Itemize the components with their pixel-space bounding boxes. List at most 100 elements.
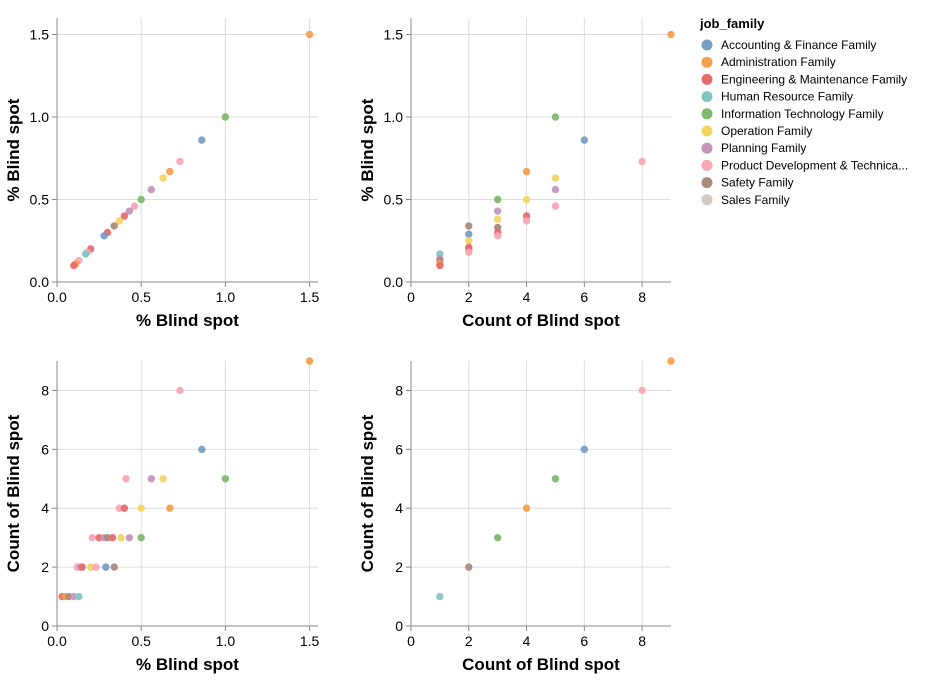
legend-swatch <box>701 56 713 68</box>
data-point <box>92 563 100 571</box>
data-point <box>522 504 531 512</box>
y-tick-label: 8 <box>41 382 49 398</box>
legend-swatch <box>701 91 713 103</box>
data-point <box>465 230 473 238</box>
y-tick-label: 0.0 <box>384 274 404 290</box>
data-point <box>305 357 314 365</box>
data-point <box>176 157 184 166</box>
legend-label: Information Technology Family <box>721 107 884 121</box>
x-tick-label: 1.5 <box>300 289 320 305</box>
y-tick-label: 0.5 <box>384 192 404 208</box>
legend-swatch <box>701 125 713 137</box>
x-axis-title: Count of Blind spot <box>462 311 620 330</box>
legend: job_family Accounting & Finance Family Adm… <box>699 16 908 207</box>
x-axis-title: Count of Blind spot <box>462 655 620 674</box>
data-point <box>81 250 90 258</box>
x-tick-label: 8 <box>638 633 646 649</box>
data-point <box>580 445 589 454</box>
chart-panel-2: 0.0 0.5 1.0 1.5 0 2 4 6 8 Count of Blind spot % Bl… <box>358 18 675 330</box>
x-tick-label: 0.5 <box>131 289 151 305</box>
x-tick-label: 1.5 <box>300 633 320 649</box>
x-tick-label: 0.0 <box>47 289 67 305</box>
legend-item: Administration Family <box>701 55 836 69</box>
x-tick-label: 1.0 <box>216 289 236 305</box>
x-tick-label: 6 <box>580 289 588 305</box>
legend-item: Product Development & Technica... <box>701 158 908 172</box>
data-point <box>137 504 145 512</box>
data-point <box>667 30 675 39</box>
y-tick-label: 4 <box>395 500 403 516</box>
y-tick-label: 0.0 <box>30 274 50 290</box>
data-point <box>580 136 589 144</box>
data-point <box>551 113 560 121</box>
x-tick-label: 4 <box>523 289 531 305</box>
x-tick-label: 6 <box>580 633 588 649</box>
data-point <box>221 475 230 483</box>
legend-item: Human Resource Family <box>701 90 853 104</box>
legend-title: job_family <box>699 16 765 31</box>
legend-item: Planning Family <box>701 141 806 155</box>
legend-swatch <box>701 159 713 171</box>
data-point <box>125 207 134 215</box>
legend-label: Engineering & Maintenance Family <box>721 72 907 86</box>
legend-swatch <box>701 73 713 85</box>
data-point <box>78 563 86 571</box>
legend-swatch <box>701 39 713 51</box>
data-point <box>493 195 502 204</box>
legend-item: Safety Family <box>701 176 794 190</box>
data-point <box>137 533 145 542</box>
data-point <box>137 195 145 204</box>
legend-label: Administration Family <box>721 55 836 69</box>
y-tick-label: 6 <box>395 441 403 457</box>
data-point <box>102 563 110 571</box>
y-tick-label: 1.0 <box>30 109 50 125</box>
legend-label: Human Resource Family <box>721 90 853 104</box>
y-tick-label: 0.5 <box>30 192 50 208</box>
x-tick-label: 4 <box>523 633 531 649</box>
y-tick-label: 0 <box>41 618 49 634</box>
data-point <box>120 504 129 512</box>
y-axis-title: Count of Blind spot <box>358 414 377 572</box>
data-point <box>147 475 155 483</box>
data-point <box>198 445 206 454</box>
chart-panel-4: 0 2 4 6 8 0 2 4 6 8 Count of Blind spot Count of Bl… <box>358 357 675 674</box>
data-point <box>551 185 560 194</box>
data-point <box>198 136 206 144</box>
x-tick-label: 0.5 <box>131 633 151 649</box>
data-point <box>551 202 560 210</box>
data-point <box>115 217 124 225</box>
data-point <box>522 195 531 204</box>
legend-label: Product Development & Technica... <box>721 158 908 172</box>
legend-label: Planning Family <box>721 141 806 155</box>
data-point <box>221 113 230 121</box>
y-tick-label: 8 <box>395 382 403 398</box>
data-point <box>110 222 118 230</box>
data-point <box>159 174 167 182</box>
data-point <box>465 248 473 256</box>
y-axis-title: % Blind spot <box>4 98 23 201</box>
x-tick-label: 1.0 <box>216 633 236 649</box>
data-point <box>305 30 314 39</box>
legend-item: Accounting & Finance Family <box>701 38 876 52</box>
y-tick-label: 1.5 <box>384 27 404 43</box>
data-point <box>465 222 473 230</box>
y-axis-title: % Blind spot <box>358 98 377 201</box>
data-point <box>88 533 97 542</box>
data-point <box>100 232 108 240</box>
data-point <box>436 261 444 270</box>
legend-swatch <box>701 177 713 189</box>
data-point <box>493 533 502 542</box>
x-tick-label: 2 <box>465 633 473 649</box>
y-axis-title: Count of Blind spot <box>4 414 23 572</box>
chart-panel-1: 0.0 0.5 1.0 1.5 0.0 0.5 1.0 1.5 % Blind spot % Bl… <box>4 18 320 330</box>
data-point <box>551 475 560 483</box>
legend-swatch <box>701 108 713 120</box>
y-tick-label: 2 <box>41 559 49 575</box>
x-tick-label: 0 <box>407 289 415 305</box>
legend-item: Operation Family <box>701 124 812 138</box>
y-tick-label: 2 <box>395 559 403 575</box>
y-tick-label: 6 <box>41 441 49 457</box>
data-point <box>159 475 167 483</box>
